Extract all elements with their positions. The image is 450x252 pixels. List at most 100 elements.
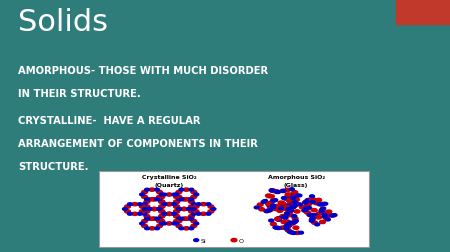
Circle shape	[159, 205, 165, 208]
Circle shape	[268, 201, 274, 205]
Circle shape	[291, 197, 296, 200]
Circle shape	[140, 205, 145, 208]
Circle shape	[174, 215, 180, 218]
Circle shape	[149, 188, 155, 192]
Circle shape	[317, 203, 322, 206]
Circle shape	[278, 208, 283, 211]
Circle shape	[284, 198, 288, 200]
Circle shape	[159, 210, 165, 213]
Circle shape	[157, 208, 162, 211]
Circle shape	[306, 199, 311, 202]
Circle shape	[159, 215, 165, 218]
Bar	[99, 171, 369, 247]
Circle shape	[166, 193, 172, 196]
Circle shape	[291, 206, 296, 209]
Circle shape	[177, 208, 182, 211]
Circle shape	[184, 217, 189, 220]
Circle shape	[263, 200, 268, 203]
Circle shape	[316, 216, 322, 219]
Circle shape	[316, 199, 322, 202]
Circle shape	[295, 194, 300, 197]
Circle shape	[174, 200, 180, 204]
Circle shape	[288, 209, 293, 212]
Circle shape	[181, 198, 187, 201]
Circle shape	[285, 212, 290, 215]
Circle shape	[191, 219, 197, 223]
Circle shape	[181, 208, 187, 211]
Circle shape	[315, 223, 319, 226]
Circle shape	[277, 209, 283, 212]
Circle shape	[269, 219, 274, 222]
Circle shape	[171, 213, 176, 215]
Circle shape	[189, 217, 194, 220]
Circle shape	[187, 208, 192, 211]
Circle shape	[125, 210, 130, 213]
Circle shape	[311, 214, 316, 217]
Circle shape	[157, 208, 162, 211]
Circle shape	[189, 188, 194, 191]
Circle shape	[208, 205, 214, 208]
Circle shape	[282, 207, 288, 210]
Circle shape	[271, 199, 277, 202]
Circle shape	[285, 229, 291, 232]
Circle shape	[276, 219, 281, 222]
Circle shape	[285, 206, 290, 209]
Circle shape	[306, 199, 310, 202]
Circle shape	[289, 231, 295, 234]
Text: CRYSTALLINE-  HAVE A REGULAR: CRYSTALLINE- HAVE A REGULAR	[18, 116, 201, 126]
Circle shape	[313, 214, 318, 217]
Circle shape	[144, 200, 150, 204]
Text: Crystalline SiO₂: Crystalline SiO₂	[142, 174, 197, 179]
Circle shape	[310, 195, 315, 198]
Circle shape	[282, 216, 288, 219]
Circle shape	[270, 204, 275, 207]
Circle shape	[159, 210, 165, 213]
Circle shape	[177, 198, 182, 201]
Circle shape	[285, 225, 291, 228]
Circle shape	[187, 198, 192, 201]
Circle shape	[157, 198, 162, 201]
Circle shape	[292, 217, 298, 220]
Circle shape	[176, 196, 182, 199]
Circle shape	[157, 217, 162, 220]
Circle shape	[147, 198, 152, 201]
Text: STRUCTURE.: STRUCTURE.	[18, 161, 89, 171]
Circle shape	[279, 207, 284, 210]
Circle shape	[285, 224, 291, 227]
Circle shape	[284, 197, 288, 200]
Circle shape	[302, 209, 307, 212]
Circle shape	[323, 203, 328, 205]
Circle shape	[174, 196, 180, 199]
Circle shape	[284, 213, 289, 216]
Circle shape	[307, 213, 312, 216]
Circle shape	[272, 190, 278, 193]
Circle shape	[259, 208, 265, 211]
Circle shape	[284, 226, 289, 229]
Circle shape	[206, 203, 211, 206]
Circle shape	[231, 238, 237, 242]
Circle shape	[144, 188, 149, 191]
Circle shape	[269, 195, 274, 198]
Circle shape	[303, 201, 308, 204]
Circle shape	[142, 208, 147, 211]
Text: Amorphous SiO₂: Amorphous SiO₂	[268, 174, 324, 179]
Circle shape	[270, 206, 275, 209]
Circle shape	[270, 199, 275, 202]
Circle shape	[305, 204, 310, 207]
Circle shape	[270, 189, 274, 192]
Circle shape	[283, 216, 288, 219]
Circle shape	[191, 196, 197, 199]
Circle shape	[154, 227, 159, 230]
Circle shape	[319, 210, 324, 212]
Circle shape	[172, 193, 176, 196]
Circle shape	[284, 204, 289, 207]
Circle shape	[142, 203, 147, 206]
Circle shape	[189, 227, 194, 230]
Circle shape	[270, 207, 275, 210]
Circle shape	[310, 219, 315, 222]
Circle shape	[287, 224, 292, 227]
Circle shape	[166, 212, 172, 216]
Circle shape	[144, 198, 149, 201]
Circle shape	[293, 198, 299, 201]
Circle shape	[270, 189, 275, 192]
